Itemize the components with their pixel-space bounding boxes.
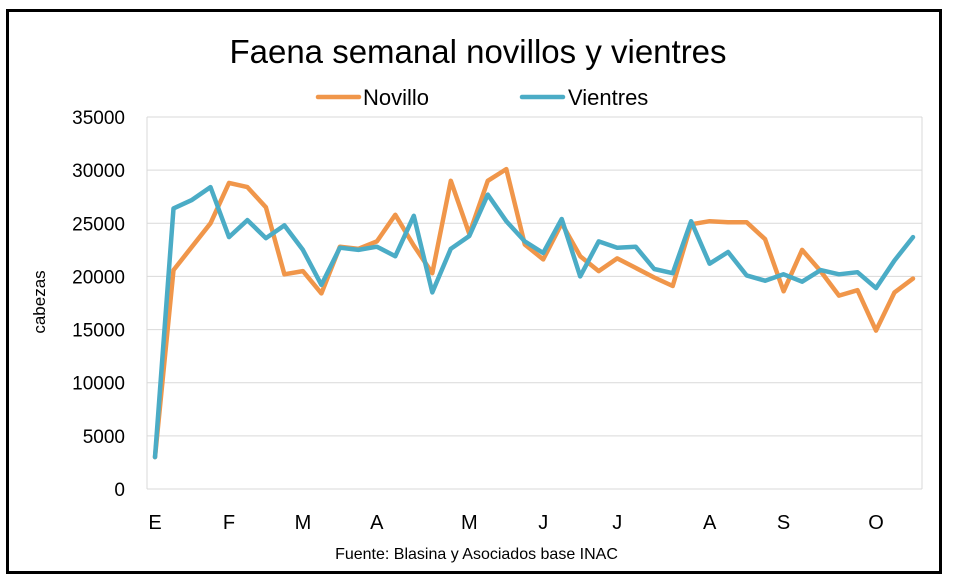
y-tick-label: 15000	[72, 321, 125, 342]
series-line-vientres	[152, 184, 916, 460]
series-lines	[152, 166, 916, 460]
x-tick-label: F	[223, 512, 235, 534]
x-tick-label: A	[703, 512, 717, 534]
chart-frame	[6, 9, 942, 574]
x-tick-label: S	[777, 512, 790, 534]
x-tick-label: E	[148, 512, 161, 534]
y-tick-label: 20000	[72, 267, 125, 288]
legend-label-vientres: Vientres	[568, 85, 648, 110]
y-tick-label: 10000	[72, 374, 125, 395]
legend-label-novillo: Novillo	[363, 85, 429, 110]
y-axis-ticks: 0 5000 10000 15000 20000 25000 30000 35000	[72, 108, 125, 501]
x-tick-label: M	[295, 512, 312, 534]
source-note: Fuente: Blasina y Asociados base INAC	[335, 546, 618, 563]
x-tick-label: A	[370, 512, 384, 534]
x-tick-label: M	[461, 512, 478, 534]
x-tick-label: J	[538, 512, 548, 534]
chart-title: Faena semanal novillos y vientres	[229, 33, 726, 70]
y-axis-label: cabezas	[30, 270, 49, 333]
series-line-novillo	[152, 166, 916, 460]
gridlines	[146, 116, 923, 490]
y-tick-label: 30000	[72, 161, 125, 182]
y-tick-label: 35000	[72, 108, 125, 129]
x-tick-label: J	[612, 512, 622, 534]
y-tick-label: 5000	[83, 427, 125, 448]
y-tick-label: 25000	[72, 214, 125, 235]
legend: Novillo Vientres	[315, 85, 648, 110]
y-tick-label: 0	[114, 480, 125, 501]
x-tick-label: O	[868, 512, 884, 534]
